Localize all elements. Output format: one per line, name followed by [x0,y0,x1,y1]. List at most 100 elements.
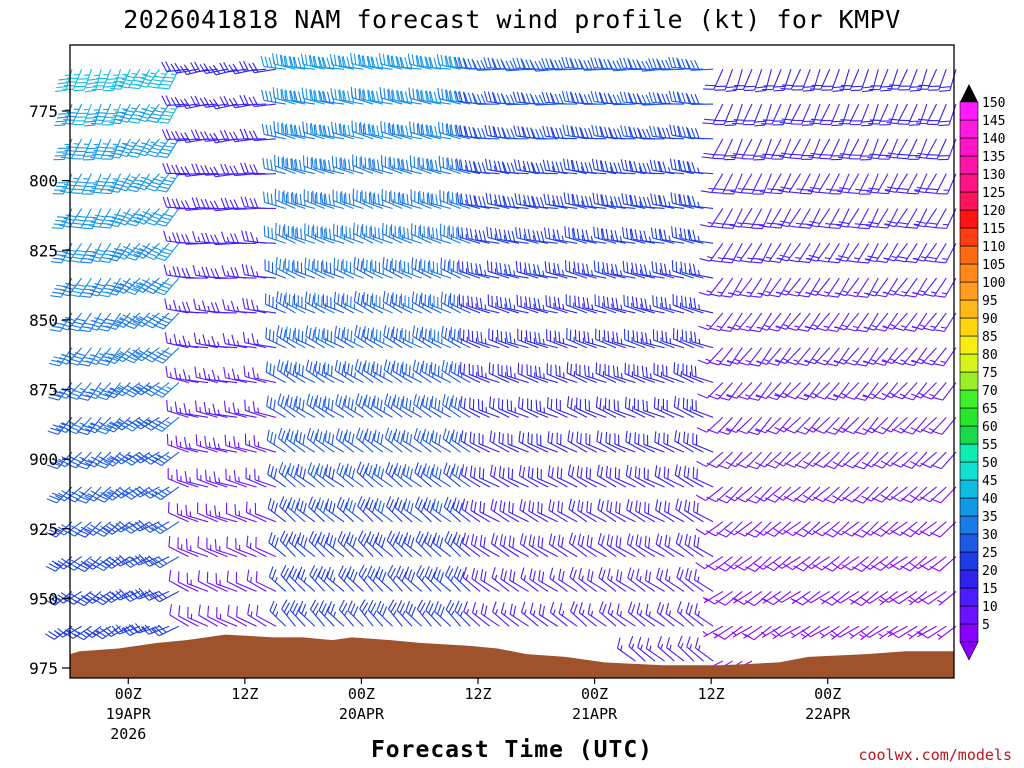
wind-barb-flag [117,251,128,257]
wind-barb-flag [66,429,77,435]
wind-barb-flag [426,193,429,205]
wind-barb-flag [127,120,139,124]
wind-barb-flag [152,212,163,217]
wind-barb-half-flag [126,453,132,458]
wind-barb-flag [69,392,81,397]
wind-barb-flag [56,116,68,119]
wind-barb [104,347,131,365]
wind-barb-half-flag [108,456,114,460]
wind-barb-flag [144,221,156,226]
wind-barb-half-flag [247,372,250,378]
wind-barb-half-flag [142,626,147,631]
wind-barb-flag [438,155,441,167]
wind-barb-flag [85,250,97,253]
wind-barb-flag [147,184,159,189]
wind-barb-flag [151,78,163,82]
wind-barb-flag [111,592,121,601]
wind-barb-flag [419,190,421,202]
wind-barb-flag [51,526,63,532]
wind-barb-half-flag [431,337,434,344]
wind-barb-flag [98,426,109,432]
wind-barb-flag [103,460,114,467]
wind-barb-flag [140,77,152,82]
wind-barb-flag [94,248,106,253]
wind-barb-flag [104,359,116,365]
wind-barb [81,208,102,230]
wind-barb-flag [144,557,154,566]
wind-barb-staff [525,102,549,105]
wind-barb-flag [87,459,98,465]
wind-barb-flag [159,284,170,290]
wind-barb-flag [75,498,87,504]
wind-barb-flag [159,117,171,121]
wind-barb-flag [152,109,164,113]
wind-barb-flag [369,261,372,273]
wind-barb [84,69,102,93]
wind-barb-flag [335,157,338,168]
wind-barb-flag [116,319,127,326]
wind-barb-flag [151,280,163,286]
wind-barb-flag [87,425,99,431]
wind-barb-flag [146,286,157,292]
wind-barb-flag [301,331,304,342]
wind-barb-flag [111,251,123,256]
wind-barb-flag [156,287,168,293]
wind-barb-flag [158,151,170,155]
wind-barb-flag [546,397,549,408]
wind-barb-flag [116,153,128,158]
wind-barb [152,382,180,398]
wind-barb-flag [138,587,147,597]
wind-barb-flag [166,400,169,411]
wind-barb-flag [92,218,104,221]
wind-barb-flag [175,164,181,175]
wind-barb-flag [340,261,343,273]
wind-barb-flag [389,226,391,238]
wind-barb [123,347,151,364]
wind-barb [45,556,73,572]
wind-barb-flag [86,116,98,119]
wind-barb [143,242,170,260]
wind-barb-flag [58,424,69,431]
wind-barb-flag [408,331,411,342]
wind-barb-flag [77,397,89,401]
wind-barb [116,138,141,158]
wind-barb-flag [119,452,129,461]
wind-barb-flag [296,227,299,238]
wind-barb-flag [399,225,402,237]
wind-barb-half-flag [475,269,477,275]
wind-barb [105,312,131,330]
wind-barb-flag [134,555,144,564]
wind-barb-flag [92,252,104,256]
wind-barb-flag [170,63,178,74]
wind-barb [124,277,151,295]
wind-barb-flag [442,157,445,168]
wind-barb-half-flag [484,338,487,345]
wind-barb-flag [71,256,83,260]
wind-barb-half-flag [165,489,171,494]
wind-barb-half-flag [295,337,298,344]
wind-barb-flag [72,321,84,325]
wind-barb-flag [66,395,78,400]
wind-barb-half-flag [98,387,105,391]
wind-barb-flag [595,362,598,374]
wind-barb-flag [608,433,611,445]
wind-barb-flag [173,333,178,345]
wind-barb-flag [549,296,551,308]
wind-barb-flag [585,466,588,478]
wind-barb-flag [48,396,59,401]
wind-barb [131,416,160,430]
wind-barb-flag [97,460,109,466]
wind-barb-flag [148,521,158,529]
wind-barb [176,503,199,523]
wind-barb-flag [108,322,119,327]
wind-barb-flag [113,356,124,363]
wind-barb-half-flag [325,372,327,378]
wind-barb-flag [244,399,246,411]
wind-barb-flag [134,521,144,530]
wind-barb-flag [119,282,131,289]
wind-barb-flag [226,536,228,548]
wind-barb-half-flag [465,199,467,206]
wind-barb [136,68,160,88]
wind-barb-flag [168,535,171,547]
wind-barb [86,312,112,331]
